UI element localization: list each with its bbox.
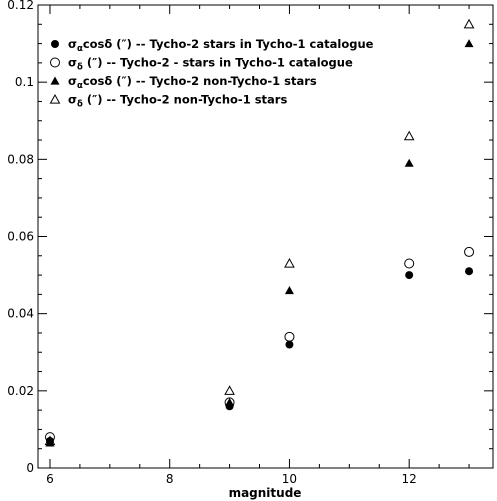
- data-point: [404, 258, 415, 269]
- data-point: [224, 385, 235, 395]
- y-tick-label: 0.1: [15, 75, 34, 89]
- data-point: [284, 286, 294, 295]
- y-tick-label: 0.04: [7, 307, 34, 321]
- legend-label: σδ (″) -- Tycho-2 non-Tycho-1 stars: [68, 93, 287, 110]
- axis-tick-labels: 0 0.02 0.04 0.06 0.08 0.1 0.12 6 8 10 12: [7, 0, 417, 486]
- x-tick-label: 6: [46, 472, 54, 486]
- series-4: [44, 18, 475, 446]
- data-point: [465, 267, 474, 276]
- data-point: [463, 18, 475, 29]
- legend-entry-2: σδ (″) -- Tycho-2 - stars in Tycho-1 cat…: [50, 56, 353, 73]
- x-tick-label: 10: [282, 472, 297, 486]
- x-axis-label: magnitude: [229, 486, 302, 500]
- x-tick-label: 8: [166, 472, 174, 486]
- legend-marker: [49, 93, 61, 104]
- legend-marker: [51, 40, 59, 48]
- legend-entry-1: σαcosδ (″) -- Tycho-2 stars in Tycho-1 c…: [51, 37, 374, 54]
- legend-marker: [50, 76, 60, 85]
- y-tick-label: 0: [26, 461, 34, 475]
- data-point: [464, 246, 475, 257]
- legend-entry-3: σαcosδ (″) -- Tycho-2 non-Tycho-1 stars: [50, 74, 317, 91]
- data-point: [44, 435, 56, 446]
- legend-marker: [50, 57, 60, 68]
- series-1: [45, 267, 474, 445]
- data-point: [285, 340, 294, 349]
- legend-label: σδ (″) -- Tycho-2 - stars in Tycho-1 cat…: [68, 56, 353, 73]
- y-tick-label: 0.08: [7, 152, 34, 166]
- data-point: [284, 331, 295, 342]
- data-points: [44, 18, 475, 447]
- data-point: [405, 271, 414, 280]
- data-point: [284, 257, 295, 268]
- data-point: [403, 130, 415, 141]
- axis-ticks: [38, 4, 493, 469]
- legend: σαcosδ (″) -- Tycho-2 stars in Tycho-1 c…: [49, 37, 374, 110]
- legend-entry-4: σδ (″) -- Tycho-2 non-Tycho-1 stars: [49, 93, 287, 110]
- legend-label: σαcosδ (″) -- Tycho-2 stars in Tycho-1 c…: [68, 37, 374, 54]
- data-point: [404, 158, 414, 167]
- x-tick-label: 12: [402, 472, 417, 486]
- y-tick-label: 0.12: [7, 0, 34, 12]
- data-point: [464, 39, 474, 48]
- data-point: [225, 397, 235, 407]
- y-tick-label: 0.02: [7, 384, 34, 398]
- y-tick-label: 0.06: [7, 230, 34, 244]
- legend-label: σαcosδ (″) -- Tycho-2 non-Tycho-1 stars: [68, 74, 317, 91]
